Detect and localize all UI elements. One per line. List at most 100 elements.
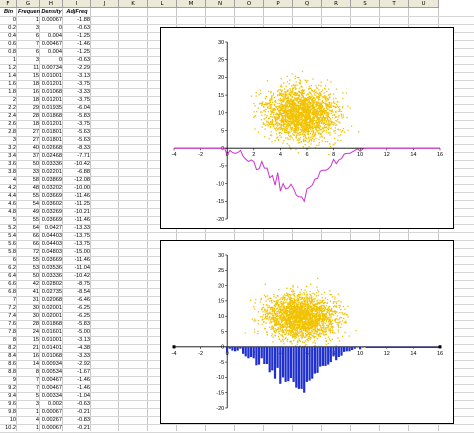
table-cell[interactable]: 18 [32, 81, 39, 87]
table-cell[interactable]: 1.4 [8, 73, 16, 79]
table-cell[interactable]: -5.63 [77, 137, 90, 143]
table-cell[interactable]: 42 [32, 281, 39, 287]
table-cell[interactable]: 6.8 [8, 289, 16, 295]
table-cell[interactable]: -11.46 [74, 257, 90, 263]
table-cell[interactable]: -12.08 [74, 177, 90, 183]
table-cell[interactable]: 31 [32, 297, 39, 303]
table-cell[interactable]: 0.00534 [41, 369, 62, 375]
table-cell[interactable]: 7.4 [8, 313, 16, 319]
table-cell[interactable]: 29 [32, 105, 39, 111]
table-cell[interactable]: 1 [12, 57, 16, 63]
table-cell[interactable]: 0.02668 [41, 145, 62, 151]
table-cell[interactable]: 6.4 [8, 273, 16, 279]
table-cell[interactable]: 6.6 [8, 281, 16, 287]
table-cell[interactable]: 0.00734 [41, 65, 62, 71]
table-cell[interactable]: -11.46 [74, 217, 90, 223]
table-cell[interactable]: 0.00467 [41, 41, 62, 47]
table-cell[interactable]: 0.04403 [41, 233, 62, 239]
table-cell[interactable]: 0.03669 [41, 217, 62, 223]
table-cell[interactable]: 0.02201 [41, 169, 62, 175]
table-cell[interactable]: 8 [12, 337, 16, 343]
table-cell[interactable]: -7.71 [77, 153, 90, 159]
table-cell[interactable]: 8.6 [8, 361, 16, 367]
column-header-k[interactable]: K [119, 0, 148, 8]
column-header-n[interactable]: N [206, 0, 235, 8]
table-cell[interactable]: 0.04803 [41, 249, 62, 255]
table-cell[interactable]: 72 [32, 249, 39, 255]
table-cell[interactable]: 5 [35, 393, 39, 399]
table-cell[interactable]: -3.75 [77, 81, 90, 87]
table-cell[interactable]: -10.42 [74, 161, 90, 167]
table-cell[interactable]: 0.01801 [41, 137, 62, 143]
table-cell[interactable]: 4.2 [8, 185, 16, 191]
table-cell[interactable]: -5.00 [77, 329, 90, 335]
table-cell[interactable]: -11.04 [74, 265, 90, 271]
table-cell[interactable]: 0.03269 [41, 209, 62, 215]
table-cell[interactable]: 0.01201 [41, 97, 62, 103]
table-cell[interactable]: 18 [32, 121, 39, 127]
table-cell[interactable]: -1.46 [77, 41, 90, 47]
table-cell[interactable]: -8.75 [77, 281, 90, 287]
table-cell[interactable]: 8.8 [8, 369, 16, 375]
table-cell[interactable]: -2.92 [77, 361, 90, 367]
table-cell[interactable]: 0.03669 [41, 193, 62, 199]
table-cell[interactable]: 15 [32, 337, 39, 343]
table-cell[interactable]: -1.67 [77, 369, 90, 375]
table-cell[interactable]: 0.01868 [41, 321, 62, 327]
table-cell[interactable]: 3.8 [8, 169, 16, 175]
table-cell[interactable]: 8.4 [8, 353, 16, 359]
table-cell[interactable]: 6.2 [8, 265, 16, 271]
table-cell[interactable]: 9.2 [8, 385, 16, 391]
table-cell[interactable]: 0.04403 [41, 241, 62, 247]
table-cell[interactable]: 7 [35, 385, 39, 391]
table-cell[interactable]: 0.03536 [41, 265, 62, 271]
table-cell[interactable]: 18 [32, 97, 39, 103]
table-cell[interactable]: 49 [32, 209, 39, 215]
table-cell[interactable]: 0.00467 [41, 385, 62, 391]
table-cell[interactable]: 0.01601 [41, 329, 62, 335]
table-cell[interactable]: 5.2 [8, 225, 16, 231]
table-cell[interactable]: 9.4 [8, 393, 16, 399]
table-cell[interactable]: 0.01201 [41, 121, 62, 127]
table-cell[interactable]: 16 [32, 353, 39, 359]
table-cell[interactable]: 7.6 [8, 321, 16, 327]
table-cell[interactable]: -1.88 [77, 17, 90, 23]
table-cell[interactable]: 14 [32, 361, 39, 367]
table-cell[interactable]: 5.8 [8, 249, 16, 255]
table-cell[interactable]: 0.01401 [41, 345, 62, 351]
table-cell[interactable]: 2.4 [8, 113, 16, 119]
table-cell[interactable]: 0.002 [48, 401, 62, 407]
table-cell[interactable]: 0.004 [48, 33, 62, 39]
table-cell[interactable]: 2 [12, 97, 16, 103]
table-cell[interactable]: 1.2 [8, 65, 16, 71]
table-cell[interactable]: 0.03669 [41, 257, 62, 263]
table-cell[interactable]: -1.25 [77, 49, 90, 55]
table-cell[interactable]: 3 [35, 57, 39, 63]
table-cell[interactable]: 53 [32, 265, 39, 271]
column-header-r[interactable]: R [322, 0, 351, 8]
table-cell[interactable]: -0.63 [77, 401, 90, 407]
table-cell[interactable]: 0.01201 [41, 81, 62, 87]
table-cell[interactable]: 2.8 [8, 129, 16, 135]
table-cell[interactable]: 55 [32, 193, 39, 199]
table-cell[interactable]: 4 [12, 177, 16, 183]
table-cell[interactable]: 0.00467 [41, 377, 62, 383]
table-cell[interactable]: -11.25 [74, 201, 90, 207]
table-cell[interactable]: -0.63 [77, 57, 90, 63]
table-cell[interactable]: 0.02802 [41, 281, 62, 287]
table-cell[interactable]: -11.46 [74, 193, 90, 199]
table-cell[interactable]: 9.8 [8, 409, 16, 415]
column-header-t[interactable]: T [380, 0, 409, 8]
table-cell[interactable]: -2.29 [77, 65, 90, 71]
table-cell[interactable]: 6 [35, 49, 39, 55]
table-cell[interactable]: -6.25 [77, 305, 90, 311]
table-cell[interactable]: 33 [32, 169, 39, 175]
table-cell[interactable]: -6.46 [77, 297, 90, 303]
table-cell[interactable]: -1.46 [77, 377, 90, 383]
table-cell[interactable]: 0.01001 [41, 73, 62, 79]
table-cell[interactable]: 27 [32, 137, 39, 143]
table-cell[interactable]: -8.33 [77, 145, 90, 151]
table-cell[interactable]: 4.6 [8, 201, 16, 207]
table-cell[interactable]: 48 [32, 185, 39, 191]
table-header-cell[interactable]: Frequency [18, 9, 40, 15]
